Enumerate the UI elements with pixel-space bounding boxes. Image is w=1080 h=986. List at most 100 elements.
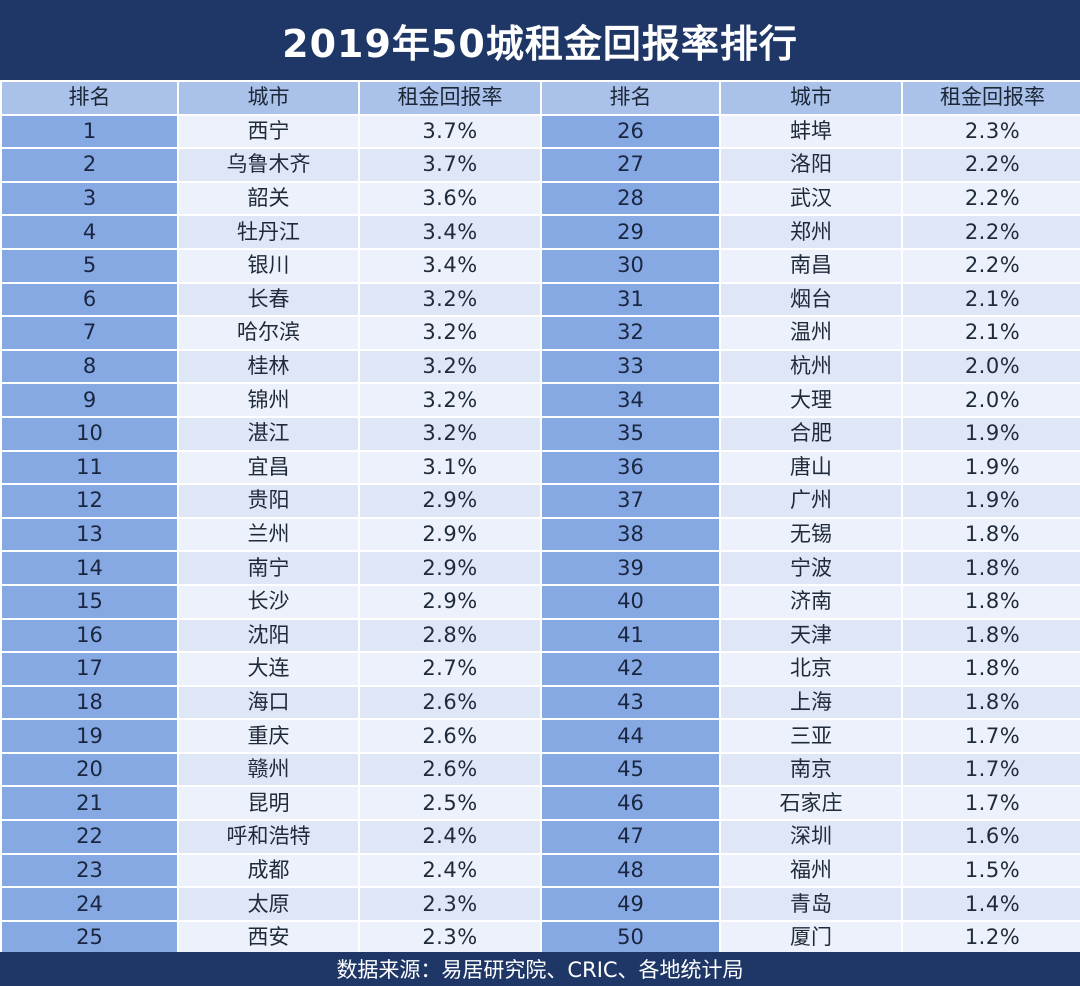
cell-city: 哈尔滨 xyxy=(179,317,358,349)
cell-rate: 2.9% xyxy=(360,485,540,517)
cell-city: 南宁 xyxy=(179,552,358,584)
cell-city: 唐山 xyxy=(721,451,901,484)
cell-rate: 2.7% xyxy=(360,653,540,685)
ranking-table: 排名 城市 租金回报率 排名 城市 租金回报率 1 西宁 3.7% 26 蚌埠 2.3% 2… xyxy=(0,80,1080,956)
cell-rate: 1.6% xyxy=(903,821,1080,853)
cell-rate: 1.7% xyxy=(903,787,1080,820)
cell-rank: 13 xyxy=(2,518,177,551)
cell-city: 乌鲁木齐 xyxy=(179,149,358,181)
cell-rank: 16 xyxy=(2,619,177,652)
cell-city: 湛江 xyxy=(179,417,358,450)
cell-rank: 5 xyxy=(2,249,177,282)
cell-rate: 2.3% xyxy=(903,115,1080,148)
cell-rate: 3.7% xyxy=(360,115,540,148)
cell-rank: 34 xyxy=(542,384,719,416)
cell-rank: 33 xyxy=(542,350,719,383)
table-row: 7 哈尔滨 3.2% 32 温州 2.1% xyxy=(2,317,1080,349)
cell-city: 深圳 xyxy=(721,821,901,853)
cell-rate: 3.2% xyxy=(360,317,540,349)
cell-rank: 42 xyxy=(542,653,719,685)
table-row: 17 大连 2.7% 42 北京 1.8% xyxy=(2,653,1080,685)
table-row: 14 南宁 2.9% 39 宁波 1.8% xyxy=(2,552,1080,584)
table-row: 21 昆明 2.5% 46 石家庄 1.7% xyxy=(2,787,1080,820)
cell-rate: 3.7% xyxy=(360,149,540,181)
cell-rate: 1.7% xyxy=(903,720,1080,752)
footer-bar: 数据来源：易居研究院、CRIC、各地统计局 xyxy=(0,952,1080,986)
page-title: 2019年50城租金回报率排行 xyxy=(282,21,798,66)
cell-rank: 8 xyxy=(2,350,177,383)
cell-city: 北京 xyxy=(721,653,901,685)
cell-city: 西安 xyxy=(179,921,358,954)
source-note: 数据来源：易居研究院、CRIC、各地统计局 xyxy=(336,958,744,982)
cell-rank: 9 xyxy=(2,384,177,416)
cell-rate: 1.5% xyxy=(903,854,1080,887)
cell-rank: 23 xyxy=(2,854,177,887)
table-row: 19 重庆 2.6% 44 三亚 1.7% xyxy=(2,720,1080,752)
table-row: 20 赣州 2.6% 45 南京 1.7% xyxy=(2,753,1080,786)
cell-rank: 30 xyxy=(542,249,719,282)
cell-city: 合肥 xyxy=(721,417,901,450)
cell-city: 大理 xyxy=(721,384,901,416)
table-row: 6 长春 3.2% 31 烟台 2.1% xyxy=(2,283,1080,316)
cell-rate: 2.4% xyxy=(360,821,540,853)
cell-rate: 1.4% xyxy=(903,888,1080,920)
cell-rate: 2.6% xyxy=(360,720,540,752)
cell-city: 武汉 xyxy=(721,182,901,215)
cell-rank: 20 xyxy=(2,753,177,786)
cell-rank: 12 xyxy=(2,485,177,517)
cell-rate: 2.2% xyxy=(903,216,1080,248)
cell-rank: 45 xyxy=(542,753,719,786)
cell-city: 南京 xyxy=(721,753,901,786)
cell-rate: 1.8% xyxy=(903,653,1080,685)
cell-city: 无锡 xyxy=(721,518,901,551)
cell-rate: 1.8% xyxy=(903,686,1080,719)
table-row: 2 乌鲁木齐 3.7% 27 洛阳 2.2% xyxy=(2,149,1080,181)
cell-rate: 3.2% xyxy=(360,283,540,316)
cell-rate: 3.2% xyxy=(360,384,540,416)
cell-rank: 35 xyxy=(542,417,719,450)
cell-rate: 2.8% xyxy=(360,619,540,652)
cell-city: 兰州 xyxy=(179,518,358,551)
cell-city: 洛阳 xyxy=(721,149,901,181)
cell-city: 成都 xyxy=(179,854,358,887)
cell-rate: 3.4% xyxy=(360,216,540,248)
table-row: 11 宜昌 3.1% 36 唐山 1.9% xyxy=(2,451,1080,484)
cell-rate: 1.2% xyxy=(903,921,1080,954)
table-row: 16 沈阳 2.8% 41 天津 1.8% xyxy=(2,619,1080,652)
cell-rate: 1.9% xyxy=(903,451,1080,484)
cell-rate: 2.9% xyxy=(360,585,540,618)
cell-rate: 2.2% xyxy=(903,249,1080,282)
table-row: 25 西安 2.3% 50 厦门 1.2% xyxy=(2,921,1080,954)
cell-rank: 31 xyxy=(542,283,719,316)
cell-city: 济南 xyxy=(721,585,901,618)
cell-rate: 2.9% xyxy=(360,518,540,551)
cell-city: 韶关 xyxy=(179,182,358,215)
cell-city: 南昌 xyxy=(721,249,901,282)
title-bar: 2019年50城租金回报率排行 xyxy=(0,0,1080,80)
header-rank: 排名 xyxy=(2,82,177,114)
cell-rank: 37 xyxy=(542,485,719,517)
cell-rank: 27 xyxy=(542,149,719,181)
cell-rate: 3.2% xyxy=(360,417,540,450)
cell-rank: 26 xyxy=(542,115,719,148)
cell-rank: 36 xyxy=(542,451,719,484)
cell-rate: 1.8% xyxy=(903,518,1080,551)
cell-city: 宜昌 xyxy=(179,451,358,484)
cell-city: 贵阳 xyxy=(179,485,358,517)
cell-city: 太原 xyxy=(179,888,358,920)
cell-rate: 1.7% xyxy=(903,753,1080,786)
header-city: 城市 xyxy=(179,82,358,114)
cell-city: 呼和浩特 xyxy=(179,821,358,853)
table-row: 24 太原 2.3% 49 青岛 1.4% xyxy=(2,888,1080,920)
cell-rank: 25 xyxy=(2,921,177,954)
cell-rank: 32 xyxy=(542,317,719,349)
cell-rate: 2.5% xyxy=(360,787,540,820)
cell-rate: 1.8% xyxy=(903,585,1080,618)
cell-rate: 3.1% xyxy=(360,451,540,484)
cell-rank: 46 xyxy=(542,787,719,820)
cell-city: 福州 xyxy=(721,854,901,887)
cell-rank: 17 xyxy=(2,653,177,685)
cell-rank: 18 xyxy=(2,686,177,719)
cell-rank: 49 xyxy=(542,888,719,920)
cell-rank: 29 xyxy=(542,216,719,248)
